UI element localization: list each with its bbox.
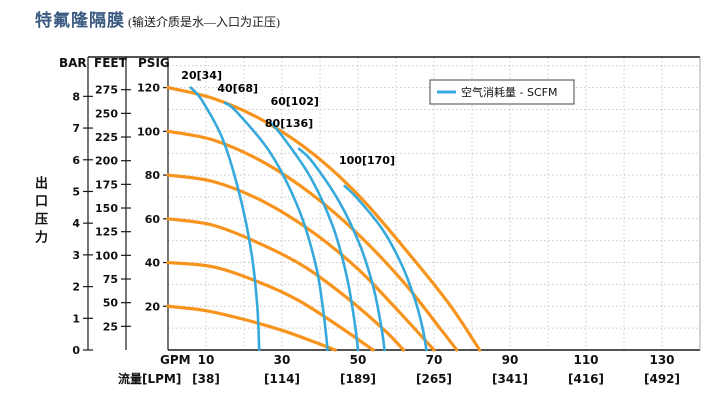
gpm-tick-label: 70 [426, 353, 443, 367]
gpm-tick-label: 110 [573, 353, 598, 367]
air-consumption-60scfm-label: 60[102] [271, 95, 319, 108]
air-consumption-20scfm [189, 86, 261, 352]
gpm-tick-label: 130 [649, 353, 674, 367]
feet-tick-label: 200 [95, 155, 118, 168]
feet-tick-label: 225 [95, 131, 118, 144]
discharge-pressure-80psig [166, 173, 436, 352]
discharge-pressure-20psig [166, 304, 337, 352]
bar-tick-label: 4 [72, 217, 80, 230]
bar-axis-header: BAR [59, 56, 87, 70]
psig-tick-label: 20 [145, 300, 161, 313]
air-consumption-20scfm-label: 20[34] [181, 69, 222, 82]
feet-tick-label: 125 [95, 226, 118, 239]
air-consumption-60scfm [269, 121, 360, 352]
psig-tick-label: 80 [145, 169, 161, 182]
psig-tick-label: 40 [145, 257, 161, 270]
feet-tick-label: 25 [103, 320, 118, 333]
air-consumption-80scfm-label: 80[136] [265, 117, 313, 130]
page-subtitle: (输送介质是水—入口为正压) [128, 15, 280, 29]
feet-axis-header: FEET [94, 56, 128, 70]
gpm-tick-label: 90 [502, 353, 519, 367]
air-consumption-80scfm [297, 147, 386, 352]
discharge-pressure-100psig [166, 129, 459, 352]
feet-tick-label: 150 [95, 202, 118, 215]
psig-tick-label: 60 [145, 213, 161, 226]
lpm-tick-label: [189] [340, 372, 376, 386]
legend-label: 空气消耗量 - SCFM [461, 85, 557, 99]
bar-tick-label: 2 [72, 281, 80, 294]
bar-tick-label: 1 [72, 312, 80, 325]
feet-tick-label: 175 [95, 178, 118, 191]
chart-plot-area: 0 1 2 3 4 5 6 7 8 25 50 75 100 125 150 175 200 225 250 275 2… [72, 56, 701, 386]
lpm-tick-label: [114] [264, 372, 300, 386]
x-axis-unit-gpm: GPM [160, 353, 191, 367]
gpm-tick-label: 50 [350, 353, 367, 367]
lpm-tick-label: [492] [644, 372, 680, 386]
air-consumption-100scfm [343, 184, 428, 352]
lpm-tick-label: [38] [192, 372, 220, 386]
page-header: 特氟隆隔膜 (输送介质是水—入口为正压) [35, 6, 280, 31]
bar-tick-label: 8 [72, 90, 80, 103]
psig-tick-label: 120 [137, 82, 160, 95]
page-title: 特氟隆隔膜 [35, 11, 125, 30]
discharge-pressure-120psig [166, 86, 482, 352]
x-axis-flow-label: 流量[LPM] [118, 371, 181, 386]
bar-tick-label: 3 [72, 249, 80, 262]
feet-tick-label: 275 [95, 84, 118, 97]
axis-headers: BAR FEET PSIG GPM 流量[LPM] [59, 56, 191, 386]
psig-tick-label: 100 [137, 125, 160, 138]
gpm-tick-label: 10 [198, 353, 215, 367]
psig-axis-header: PSIG [138, 56, 170, 70]
gpm-tick-label: 30 [274, 353, 291, 367]
air-consumption-100scfm-label: 100[170] [339, 154, 395, 167]
air-consumption-40scfm-label: 40[68] [217, 82, 258, 95]
feet-tick-label: 250 [95, 107, 118, 120]
discharge-pressure-60psig [166, 217, 406, 352]
air-consumption-40scfm [223, 101, 329, 352]
feet-tick-label: 100 [95, 249, 118, 262]
bar-tick-label: 7 [72, 122, 80, 135]
bar-tick-label: 6 [72, 154, 80, 167]
lpm-tick-label: [341] [492, 372, 528, 386]
lpm-tick-label: [416] [568, 372, 604, 386]
feet-tick-label: 50 [103, 297, 119, 310]
legend: 空气消耗量 - SCFM [429, 79, 575, 105]
bar-tick-label: 0 [72, 344, 80, 357]
bar-tick-label: 5 [72, 185, 80, 198]
lpm-tick-label: [265] [416, 372, 452, 386]
feet-tick-label: 75 [103, 273, 118, 286]
y-axis-label: 出口压力 [33, 176, 48, 248]
discharge-pressure-40psig [166, 260, 375, 352]
